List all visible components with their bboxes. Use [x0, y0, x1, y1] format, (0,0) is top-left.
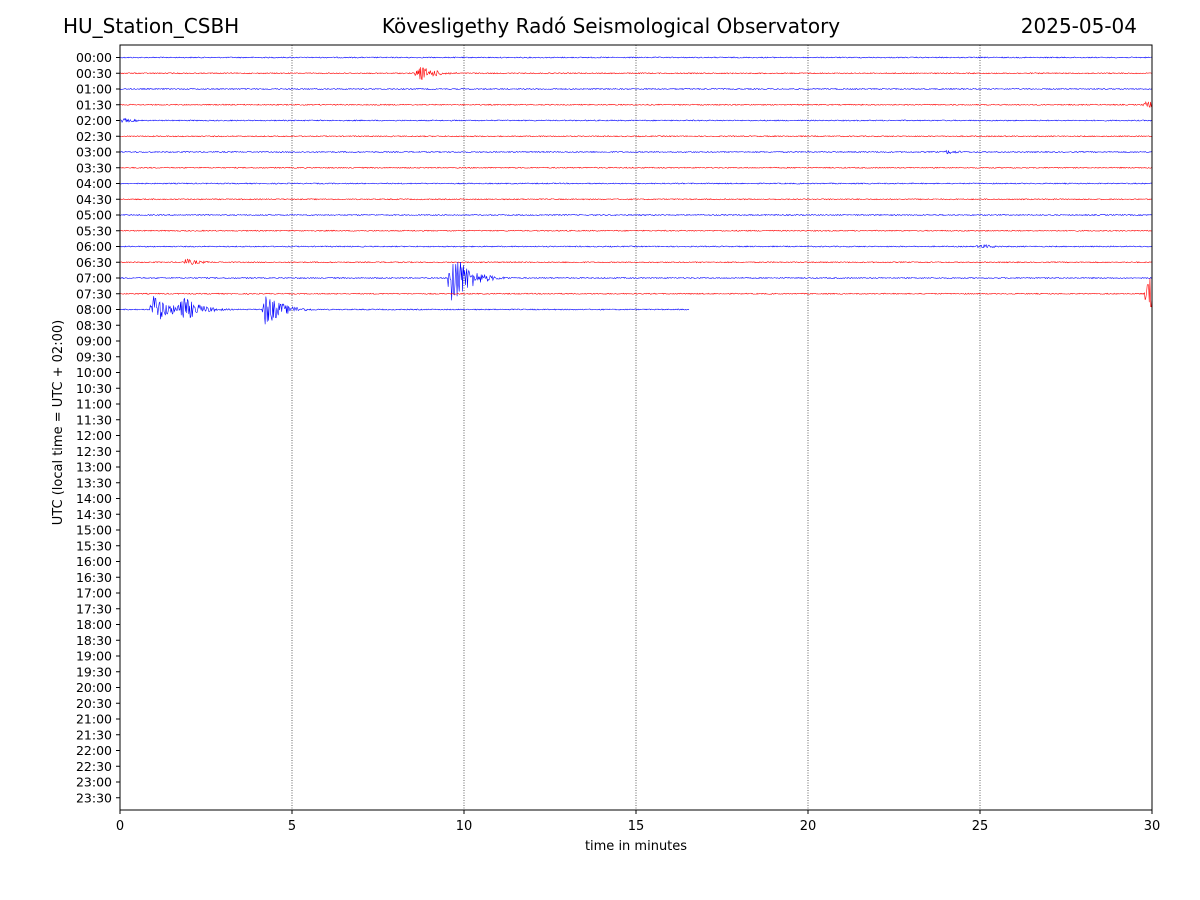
row-label: 13:30: [76, 475, 112, 490]
row-label: 07:30: [76, 286, 112, 301]
row-label: 18:30: [76, 633, 112, 648]
row-label: 20:00: [76, 680, 112, 695]
x-tick-label: 15: [628, 819, 645, 834]
row-label: 21:00: [76, 712, 112, 727]
trace-0600: [119, 244, 1153, 249]
row-label: 10:00: [76, 365, 112, 380]
row-label: 22:30: [76, 759, 112, 774]
row-label: 08:30: [76, 318, 112, 333]
x-tick-labels: 0 5 10 15 20 25 30: [116, 819, 1160, 834]
row-label: 14:30: [76, 507, 112, 522]
station-name: HU_Station_CSBH: [63, 14, 240, 38]
row-label: 19:00: [76, 649, 112, 664]
row-label: 14:00: [76, 491, 112, 506]
x-tick-label: 30: [1144, 819, 1161, 834]
trace-0000: [119, 56, 1153, 59]
row-label: 00:30: [76, 66, 112, 81]
row-label: 16:00: [76, 554, 112, 569]
trace-0530: [119, 229, 1153, 232]
trace-0630: [119, 258, 1153, 265]
x-tick-label: 10: [456, 819, 473, 834]
row-label: 02:30: [76, 129, 112, 144]
row-label: 03:00: [76, 145, 112, 160]
row-label: 00:00: [76, 50, 112, 65]
x-tick-label: 20: [800, 819, 817, 834]
row-label: 06:00: [76, 239, 112, 254]
row-label: 18:00: [76, 617, 112, 632]
y-axis-label: UTC (local time = UTC + 02:00): [51, 320, 66, 525]
row-label: 11:00: [76, 397, 112, 412]
row-label: 05:00: [76, 208, 112, 223]
row-label: 17:30: [76, 601, 112, 616]
x-tick-label: 5: [288, 819, 296, 834]
observatory-title: Kövesligethy Radó Seismological Observat…: [381, 14, 841, 38]
row-label: 04:00: [76, 176, 112, 191]
row-label: 05:30: [76, 223, 112, 238]
row-label: 17:00: [76, 586, 112, 601]
trace-0430: [119, 198, 1153, 201]
trace-0200: [119, 117, 1153, 124]
row-label: 12:00: [76, 428, 112, 443]
axis-ticks: [116, 57, 1153, 814]
chart-date: 2025-05-04: [1020, 14, 1137, 38]
row-label: 23:30: [76, 790, 112, 805]
row-label: 16:30: [76, 570, 112, 585]
row-labels: 00:0000:3001:0001:3002:0002:3003:0003:30…: [76, 50, 112, 805]
trace-0330: [119, 166, 1153, 169]
row-label: 19:30: [76, 664, 112, 679]
seismic-traces: [119, 56, 1153, 325]
row-label: 01:00: [76, 82, 112, 97]
row-label: 08:00: [76, 302, 112, 317]
row-label: 02:00: [76, 113, 112, 128]
trace-0300: [119, 149, 1153, 155]
row-label: 09:30: [76, 349, 112, 364]
row-label: 15:00: [76, 523, 112, 538]
row-label: 23:00: [76, 775, 112, 790]
trace-0800: [119, 296, 690, 325]
row-label: 10:30: [76, 381, 112, 396]
trace-0700: [119, 261, 1153, 301]
row-label: 01:30: [76, 97, 112, 112]
row-label: 07:00: [76, 271, 112, 286]
trace-0130: [119, 101, 1153, 108]
row-label: 04:30: [76, 192, 112, 207]
trace-0730: [119, 278, 1153, 308]
row-label: 20:30: [76, 696, 112, 711]
x-tick-label: 25: [972, 819, 989, 834]
grid-lines: [291, 45, 981, 810]
trace-0500: [119, 213, 1153, 217]
trace-0230: [119, 135, 1153, 138]
x-axis-label: time in minutes: [585, 839, 687, 854]
row-label: 21:30: [76, 727, 112, 742]
trace-0400: [119, 182, 1153, 185]
trace-0100: [119, 87, 1153, 91]
row-label: 12:30: [76, 444, 112, 459]
row-label: 15:30: [76, 538, 112, 553]
row-label: 13:00: [76, 460, 112, 475]
x-tick-label: 0: [116, 819, 124, 834]
row-label: 06:30: [76, 255, 112, 270]
row-label: 11:30: [76, 412, 112, 427]
row-label: 09:00: [76, 334, 112, 349]
trace-0030: [119, 67, 1153, 80]
row-label: 03:30: [76, 160, 112, 175]
row-label: 22:00: [76, 743, 112, 758]
